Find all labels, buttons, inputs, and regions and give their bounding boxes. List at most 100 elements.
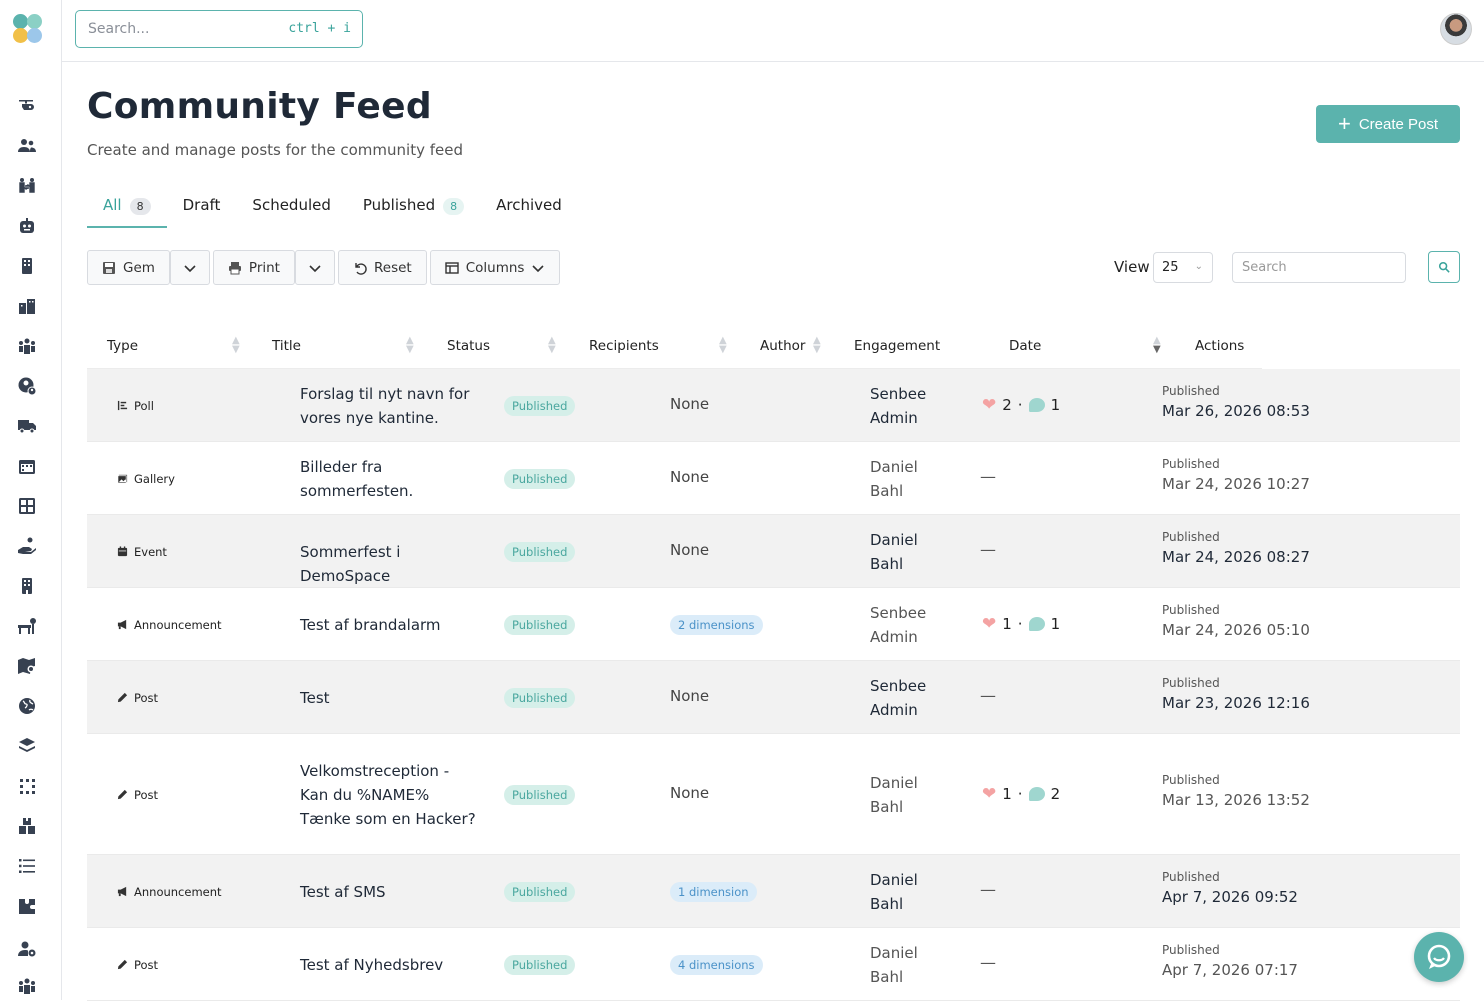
date-value: Mar 13, 2026 13:52	[1162, 790, 1310, 809]
columns-button[interactable]: Columns	[429, 250, 561, 285]
recipients-value: None	[670, 394, 710, 413]
post-title[interactable]: Test	[300, 688, 330, 707]
sort-icon[interactable]: ▲ ▼	[406, 335, 414, 355]
sort-icon[interactable]: ▲ ▼	[813, 335, 821, 355]
map-pin-icon[interactable]	[16, 655, 38, 677]
table-row[interactable]: Announcement Test af SMS Published 1 dim…	[87, 855, 1460, 928]
col-actions: Actions	[1195, 338, 1245, 354]
tab-all[interactable]: All 8	[87, 190, 167, 228]
date-value: Mar 24, 2026 08:27	[1162, 547, 1310, 566]
chat-button[interactable]	[1414, 932, 1464, 982]
layers-icon[interactable]	[16, 735, 38, 757]
sort-desc-icon[interactable]: ▲ ▼	[1153, 335, 1161, 355]
apps-grid-icon[interactable]	[16, 775, 38, 797]
hand-delivery-icon[interactable]	[16, 535, 38, 557]
date-label: Published	[1162, 529, 1220, 544]
people-exchange-icon[interactable]	[16, 175, 38, 197]
users-icon[interactable]	[16, 135, 38, 157]
team-icon[interactable]	[16, 975, 38, 997]
col-type[interactable]: Type	[107, 338, 139, 354]
print-button[interactable]: Print	[212, 250, 295, 285]
col-engagement: Engagement	[854, 338, 941, 354]
list-icon[interactable]	[16, 855, 38, 877]
date-value: Apr 7, 2026 09:52	[1162, 887, 1298, 906]
type-cell: Post	[117, 691, 158, 705]
table-row[interactable]: Post Velkomstreception - Kan du %NAME% T…	[87, 734, 1460, 855]
recipients-badge[interactable]: 2 dimensions	[670, 614, 763, 635]
tab-all-count: 8	[129, 198, 151, 215]
type-cell: Gallery	[117, 472, 175, 486]
tab-scheduled[interactable]: Scheduled	[236, 190, 346, 228]
date-cell: Published Mar 24, 2026 08:27	[1162, 530, 1310, 566]
table-row[interactable]: Poll Forslag til nyt navn for vores nye …	[87, 369, 1460, 442]
date-cell: Published Mar 26, 2026 08:53	[1162, 384, 1310, 420]
table-row[interactable]: Post Test af Nyhedsbrev Published 4 dime…	[87, 928, 1460, 1001]
create-post-button[interactable]: + Create Post	[1316, 105, 1460, 143]
building-icon[interactable]	[16, 255, 38, 277]
user-avatar[interactable]	[1440, 13, 1472, 45]
desk-icon[interactable]	[16, 615, 38, 637]
create-post-label: Create Post	[1358, 115, 1439, 133]
engagement-stats: ❤ 1 · 1	[982, 613, 1061, 634]
calendar-icon[interactable]	[16, 455, 38, 477]
user-settings-icon[interactable]	[16, 938, 38, 960]
page-size-select[interactable]: 25 ⌄	[1153, 252, 1213, 283]
comment-icon	[1028, 397, 1045, 412]
printer-icon	[228, 261, 241, 274]
date-label: Published	[1162, 772, 1220, 787]
table-row[interactable]: Announcement Test af brandalarm Publishe…	[87, 588, 1460, 661]
city-icon[interactable]	[16, 295, 38, 317]
table-row[interactable]: Event Sommerfest i DemoSpace Published N…	[87, 515, 1460, 588]
col-recipients[interactable]: Recipients	[589, 338, 659, 354]
sort-icon[interactable]: ▲ ▼	[548, 335, 556, 355]
grid-layout-icon[interactable]	[16, 495, 38, 517]
puzzle-icon[interactable]	[16, 895, 38, 917]
tab-draft[interactable]: Draft	[167, 190, 237, 228]
tab-published-label: Published	[362, 196, 436, 214]
table-row[interactable]: Post Test Published None Senbee Admin — …	[87, 661, 1460, 734]
office-building-icon[interactable]	[16, 575, 38, 597]
group-icon[interactable]	[16, 335, 38, 357]
tab-published[interactable]: Published 8	[347, 190, 480, 228]
col-author[interactable]: Author	[760, 338, 806, 354]
type-label: Post	[134, 787, 159, 802]
gem-button[interactable]: Gem	[87, 250, 170, 285]
post-title[interactable]: Forslag til nyt navn for vores nye kanti…	[300, 384, 470, 427]
post-title[interactable]: Test af SMS	[300, 882, 386, 901]
global-search-input[interactable]: Search... ctrl + i	[75, 10, 363, 48]
reset-button[interactable]: Reset	[337, 250, 427, 285]
truck-icon[interactable]	[16, 415, 38, 437]
tab-archived[interactable]: Archived	[480, 190, 578, 228]
author-name: Daniel Bahl	[870, 530, 918, 573]
robot-icon[interactable]	[16, 215, 38, 237]
sort-icon[interactable]: ▲ ▼	[232, 335, 240, 355]
col-date[interactable]: Date	[1009, 338, 1042, 354]
table-search-button[interactable]	[1428, 251, 1460, 283]
globe-icon[interactable]	[16, 695, 38, 717]
table-search-input[interactable]: Search	[1232, 252, 1406, 283]
col-title[interactable]: Title	[272, 338, 301, 354]
post-title[interactable]: Test af Nyhedsbrev	[300, 955, 444, 974]
helicopter-icon[interactable]	[16, 95, 38, 117]
sort-icon[interactable]: ▲ ▼	[719, 335, 727, 355]
post-title[interactable]: Velkomstreception - Kan du %NAME% Tænke …	[300, 761, 476, 828]
packages-icon[interactable]	[16, 815, 38, 837]
recipients-badge[interactable]: 4 dimensions	[670, 954, 763, 975]
undo-icon	[355, 262, 367, 275]
post-title[interactable]: Billeder fra sommerfesten.	[300, 457, 414, 500]
post-title[interactable]: Sommerfest i DemoSpace	[300, 542, 401, 585]
user-profile-icon[interactable]	[16, 375, 38, 397]
engagement-empty: —	[980, 539, 996, 559]
recipients-value: None	[670, 467, 710, 486]
engagement-empty: —	[980, 466, 996, 486]
app-logo[interactable]	[13, 14, 43, 44]
post-title[interactable]: Test af brandalarm	[300, 615, 441, 634]
gem-dropdown-button[interactable]	[169, 250, 210, 285]
author-name: Senbee Admin	[870, 603, 927, 646]
print-dropdown-button[interactable]	[294, 250, 335, 285]
table-row[interactable]: Gallery Billeder fra sommerfesten. Publi…	[87, 442, 1460, 515]
chevron-down-icon	[184, 264, 196, 272]
pencil-icon	[117, 959, 128, 970]
recipients-badge[interactable]: 1 dimension	[670, 881, 757, 902]
col-status[interactable]: Status	[447, 338, 491, 354]
